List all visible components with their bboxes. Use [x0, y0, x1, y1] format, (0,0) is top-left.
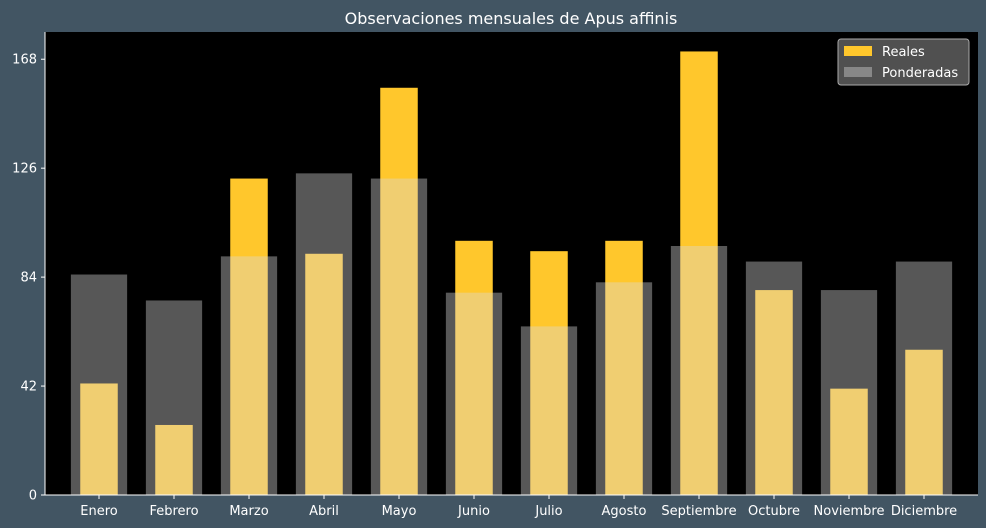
y-tick-label: 0 [29, 489, 37, 504]
x-tick-label: Noviembre [814, 504, 885, 519]
legend-label-reales: Reales [882, 45, 925, 60]
bar-ponderadas-octubre [745, 261, 803, 495]
x-tick-label: Junio [457, 504, 490, 519]
y-tick-label: 126 [12, 162, 37, 177]
bar-ponderadas-agosto [595, 282, 653, 495]
legend-swatch-ponderadas [844, 67, 872, 77]
y-tick-label: 42 [20, 380, 37, 395]
plot-area [45, 32, 978, 495]
legend-swatch-reales [844, 46, 872, 56]
x-tick-label: Febrero [149, 504, 198, 519]
bar-ponderadas-febrero [145, 300, 203, 495]
bar-ponderadas-mayo [370, 178, 428, 495]
bar-reales-mayo [380, 87, 418, 495]
bar-ponderadas-diciembre [895, 261, 953, 495]
bar-reales-noviembre [830, 388, 868, 495]
x-tick-label: Enero [80, 504, 118, 519]
bar-reales-febrero [155, 424, 193, 495]
legend-label-ponderadas: Ponderadas [882, 66, 958, 81]
chart-legend: Reales Ponderadas [837, 38, 970, 86]
bar-ponderadas-marzo [220, 256, 278, 495]
x-tick-label: Septiembre [661, 504, 736, 519]
bar-reales-septiembre [680, 51, 718, 495]
bar-ponderadas-abril [295, 173, 353, 496]
chart-title: Observaciones mensuales de Apus affinis [345, 9, 678, 28]
bar-reales-abril [305, 253, 343, 495]
axes-layer: 0 42 84 126 168 Enero Febrero Marzo Abril Mayo Jun… [12, 32, 978, 519]
x-tick-label: Agosto [602, 504, 647, 519]
bar-ponderadas-noviembre [820, 290, 878, 495]
bar-reales-agosto [605, 240, 643, 495]
bar-reales-diciembre [905, 349, 943, 495]
bar-reales-julio [530, 251, 568, 495]
x-tick-label: Diciembre [891, 504, 957, 519]
bar-ponderadas-septiembre [670, 245, 728, 495]
x-tick-label: Marzo [229, 504, 268, 519]
bar-ponderadas-julio [520, 326, 578, 495]
bar-reales-octubre [755, 290, 793, 495]
x-tick-label: Octubre [748, 504, 800, 519]
bar-reales-enero [80, 383, 118, 495]
bar-reales-marzo [230, 178, 268, 495]
x-tick-label: Abril [309, 504, 339, 519]
x-tick-label: Julio [534, 504, 562, 519]
y-tick-label: 84 [20, 271, 37, 286]
x-tick-label: Mayo [382, 504, 417, 519]
bars-layer [70, 51, 953, 496]
y-tick-label: 168 [12, 53, 37, 68]
bar-reales-junio [455, 240, 493, 495]
bar-ponderadas-enero [70, 274, 128, 495]
bar-ponderadas-junio [445, 292, 503, 495]
